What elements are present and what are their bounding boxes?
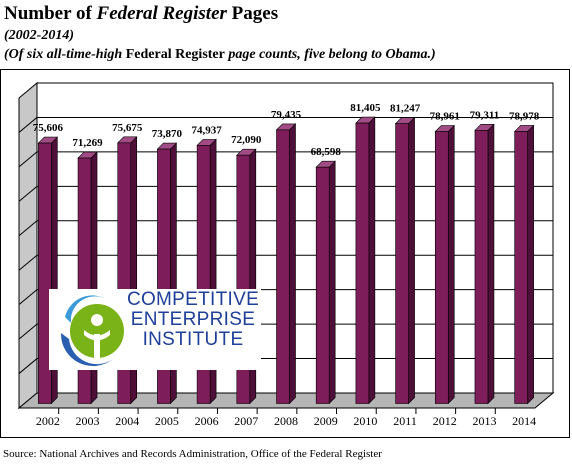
bar-side <box>487 123 495 405</box>
x-tick-label: 2014 <box>512 414 536 428</box>
data-label: 79,435 <box>271 109 302 121</box>
gridline-side <box>18 323 38 340</box>
x-tick-label: 2008 <box>274 414 298 428</box>
bar-side <box>289 123 296 405</box>
bar <box>276 129 290 404</box>
x-tick-label: 2010 <box>353 414 377 428</box>
chart-subtitle: (2002-2014) <box>4 28 74 43</box>
x-tick-label: 2012 <box>433 414 457 428</box>
bar <box>474 130 489 404</box>
chart-note: (Of six all-time-high Federal Register p… <box>4 47 436 63</box>
data-label: 74,937 <box>191 124 222 136</box>
data-label: 73,870 <box>152 128 183 140</box>
bar-side <box>527 124 534 405</box>
bar <box>355 122 370 404</box>
data-label: 71,269 <box>72 137 103 149</box>
bar-side <box>408 116 415 405</box>
title-text-italic: Federal Register <box>96 3 227 24</box>
x-tick-label: 2009 <box>314 414 338 428</box>
data-label: 79,311 <box>470 109 500 121</box>
gridline-side <box>18 117 38 133</box>
x-tick-label: 2005 <box>155 414 179 428</box>
bar-side <box>368 116 376 405</box>
chart-title: Number of Federal Register Pages <box>4 3 278 25</box>
cei-emblem-icon <box>51 293 124 367</box>
cei-logo: COMPETITIVE ENTERPRISE INSTITUTE <box>49 289 261 370</box>
chart-frame <box>0 69 570 438</box>
note-text-start: (Of six all-time-high <box>4 47 126 62</box>
title-text-end: Pages <box>226 3 279 24</box>
x-tick-label: 2007 <box>234 414 258 428</box>
x-tick-label: 2002 <box>36 414 60 428</box>
data-label: 78,961 <box>430 111 460 123</box>
logo-line-1: COMPETITIVE <box>126 289 260 310</box>
bar-side <box>328 160 336 405</box>
bar <box>514 131 528 404</box>
bar-side <box>447 124 455 405</box>
x-tick-label: 2013 <box>472 414 496 428</box>
bar <box>315 166 330 404</box>
data-label: 75,675 <box>112 122 143 134</box>
gridline-side <box>18 358 38 374</box>
gridline-side <box>18 254 38 271</box>
logo-line-2: ENTERPRISE <box>130 309 256 330</box>
x-tick-label: 2004 <box>115 414 139 428</box>
data-label: 75,606 <box>33 122 64 134</box>
gridline-side <box>18 289 38 306</box>
gridline-side <box>18 151 38 168</box>
x-tick-label: 2011 <box>393 414 417 428</box>
data-label: 78,978 <box>509 110 540 122</box>
note-text-end: page counts, five belong to Obama.) <box>224 47 436 62</box>
data-label: 72,090 <box>231 134 262 146</box>
data-label: 81,405 <box>350 102 381 114</box>
gridline-side <box>18 220 38 237</box>
note-text-upright: Federal Register <box>125 47 225 62</box>
cei-logo-text: COMPETITIVE ENTERPRISE INSTITUTE <box>125 290 261 350</box>
title-text-start: Number of <box>4 3 97 24</box>
data-label: 68,598 <box>311 146 342 158</box>
logo-line-3: INSTITUTE <box>142 329 244 350</box>
x-tick-label: 2006 <box>195 414 219 428</box>
source-note: Source: National Archives and Records Ad… <box>3 448 382 460</box>
bar <box>434 131 449 404</box>
bar <box>395 123 409 404</box>
bar <box>38 142 52 404</box>
gridline-side <box>18 185 38 202</box>
x-tick-label: 2003 <box>76 414 100 428</box>
data-label: 81,247 <box>390 103 421 115</box>
